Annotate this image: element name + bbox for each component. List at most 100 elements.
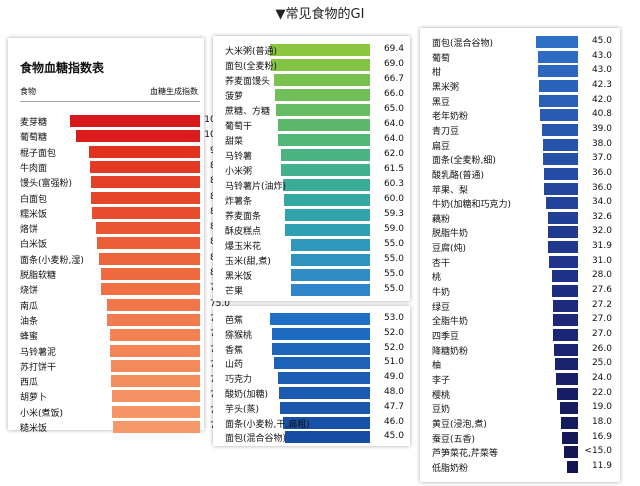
gi-bar bbox=[281, 164, 370, 176]
gi-bar bbox=[562, 431, 578, 444]
gi-value: 42.0 bbox=[591, 94, 612, 105]
gi-bar bbox=[284, 209, 370, 221]
gi-bar bbox=[557, 387, 578, 400]
gi-bar bbox=[560, 402, 578, 415]
gi-item-label: 芋头(蒸) bbox=[225, 404, 260, 415]
gi-item: 猕猴桃 52.0 bbox=[213, 327, 410, 341]
gi-item-label: 馒头(富强粉) bbox=[20, 179, 73, 190]
gi-value: 42.3 bbox=[591, 79, 612, 90]
gi-bar bbox=[549, 255, 578, 268]
gi-value: 45.0 bbox=[383, 431, 404, 442]
gi-item: 马铃薯片(油炸) 60.3 bbox=[213, 178, 410, 192]
gi-value: 27.0 bbox=[591, 329, 612, 339]
gi-item: 菠萝 66.0 bbox=[213, 88, 410, 102]
gi-item: 马铃薯 62.0 bbox=[213, 148, 410, 162]
gi-item: 面条(全麦粉,细) 37.0 bbox=[420, 152, 620, 166]
gi-value: 39.0 bbox=[591, 123, 612, 134]
gi-item-label: 马铃薯泥 bbox=[20, 347, 57, 358]
gi-item-label: 桃 bbox=[432, 273, 442, 284]
gi-item: 蔗糖、方糖 65.0 bbox=[213, 103, 410, 117]
gi-panel-low-b: 面包(混合谷物) 45.0 葡萄 43.0 柑 43.0 黑米粥 42.3 黑豆 42.0 老年奶粉… bbox=[420, 28, 620, 482]
gi-item: 柚 25.0 bbox=[420, 357, 620, 371]
gi-item: 山药 51.0 bbox=[213, 356, 410, 370]
gi-value: 28.0 bbox=[591, 270, 612, 281]
gi-value: 22.0 bbox=[591, 387, 612, 398]
gi-item: 巧克力 49.0 bbox=[213, 371, 410, 385]
gi-item-label: 老年奶粉 bbox=[432, 112, 469, 123]
gi-bar bbox=[544, 167, 578, 180]
gi-value: 65.0 bbox=[383, 104, 404, 114]
gi-bar bbox=[107, 313, 200, 326]
gi-item-label: 蔗糖、方糖 bbox=[225, 107, 271, 117]
gi-item: 脱脂软糖80.0 bbox=[8, 267, 230, 281]
gi-item-label: 甜菜 bbox=[225, 137, 244, 147]
gi-item-label: 面包(全麦粉) bbox=[225, 62, 278, 72]
gi-value: 59.3 bbox=[383, 209, 404, 219]
gi-bar bbox=[552, 314, 578, 327]
gi-bar bbox=[544, 182, 578, 195]
gi-item: 芒果 55.0 bbox=[213, 283, 410, 297]
gi-bar bbox=[273, 74, 370, 86]
gi-bar bbox=[283, 416, 370, 429]
gi-item-label: 小米(煮饭) bbox=[20, 408, 64, 419]
gi-item-label: 全脂牛奶 bbox=[432, 317, 469, 328]
gi-bar bbox=[536, 36, 578, 48]
gi-item: 青刀豆 39.0 bbox=[420, 123, 620, 137]
gi-item: 降糖奶粉 26.0 bbox=[420, 343, 620, 357]
gi-item-label: 白面包 bbox=[20, 194, 48, 205]
gi-bar bbox=[100, 268, 200, 280]
gi-item: 黄豆(浸泡,煮) 18.0 bbox=[420, 416, 620, 430]
gi-value: 24.0 bbox=[591, 372, 612, 383]
gi-item-label: 蚕豆(五香) bbox=[432, 434, 476, 445]
gi-bar bbox=[273, 357, 370, 370]
chart-title: 食物血糖指数表 bbox=[20, 61, 105, 75]
gi-item: 馒头(富强粉)88.1 bbox=[8, 175, 230, 190]
gi-value: 27.2 bbox=[591, 299, 612, 310]
gi-value: 31.0 bbox=[591, 255, 612, 266]
gi-item: 蚕豆(五香) 16.9 bbox=[420, 431, 620, 445]
gi-item: 烧饼79.6 bbox=[8, 282, 230, 296]
gi-value: 27.6 bbox=[591, 285, 612, 296]
gi-item: 酸奶(加糖) 48.0 bbox=[213, 386, 410, 400]
gi-value: 43.0 bbox=[591, 50, 612, 61]
gi-item-label: 藕粉 bbox=[432, 214, 451, 225]
gi-value: 40.8 bbox=[591, 109, 612, 120]
gi-item-label: 玉米(甜,煮) bbox=[225, 257, 271, 267]
gi-value: 62.0 bbox=[383, 149, 404, 159]
gi-item: 樱桃 22.0 bbox=[420, 387, 620, 401]
column-header-food: 食物 bbox=[20, 87, 36, 96]
gi-value: 59.0 bbox=[383, 224, 404, 234]
gi-item: 面条(小麦粉,干,扁粗) 46.0 bbox=[213, 416, 410, 430]
gi-bar bbox=[537, 65, 578, 78]
gi-item-label: 马铃薯片(油炸) bbox=[225, 182, 287, 192]
gi-panel-low-a: 芭蕉 53.0 猕猴桃 52.0 香蕉 52.0 山药 51.0 巧克力 49.0 酸奶(加糖) 48… bbox=[213, 306, 410, 446]
gi-bar bbox=[539, 109, 578, 122]
gi-item-label: 棍子面包 bbox=[20, 148, 57, 159]
gi-bar bbox=[547, 211, 578, 224]
gi-item-label: 荞麦面条 bbox=[225, 212, 262, 222]
gi-item-label: 樱桃 bbox=[432, 390, 451, 401]
gi-item-label: 蜂蜜 bbox=[20, 332, 39, 343]
gi-bar bbox=[546, 197, 578, 210]
gi-bar bbox=[552, 285, 578, 298]
gi-item: 苹果、梨 36.0 bbox=[420, 182, 620, 196]
gi-bar bbox=[553, 343, 578, 356]
gi-bar bbox=[98, 252, 200, 265]
gi-item-label: 南瓜 bbox=[20, 301, 39, 312]
gi-bar bbox=[284, 224, 370, 236]
gi-value: 55.0 bbox=[383, 269, 404, 279]
gi-item-label: 芒果 bbox=[225, 287, 244, 297]
gi-bar bbox=[101, 283, 200, 296]
gi-value: 75.0 bbox=[209, 298, 230, 309]
gi-value: 37.0 bbox=[591, 153, 612, 164]
gi-item-label: 黄豆(浸泡,煮) bbox=[432, 419, 487, 430]
gi-item: 杏干 31.0 bbox=[420, 255, 620, 269]
gi-item: 牛肉面88.6 bbox=[8, 160, 230, 174]
gi-bar bbox=[538, 79, 578, 92]
gi-bar bbox=[542, 138, 578, 151]
gi-item-label: 酥皮糕点 bbox=[225, 227, 262, 237]
gi-item: 面包(全麦粉) 69.0 bbox=[213, 58, 410, 72]
gi-value: 36.0 bbox=[591, 182, 612, 193]
gi-item: 李子 24.0 bbox=[420, 372, 620, 386]
gi-item-label: 猕猴桃 bbox=[225, 330, 253, 341]
